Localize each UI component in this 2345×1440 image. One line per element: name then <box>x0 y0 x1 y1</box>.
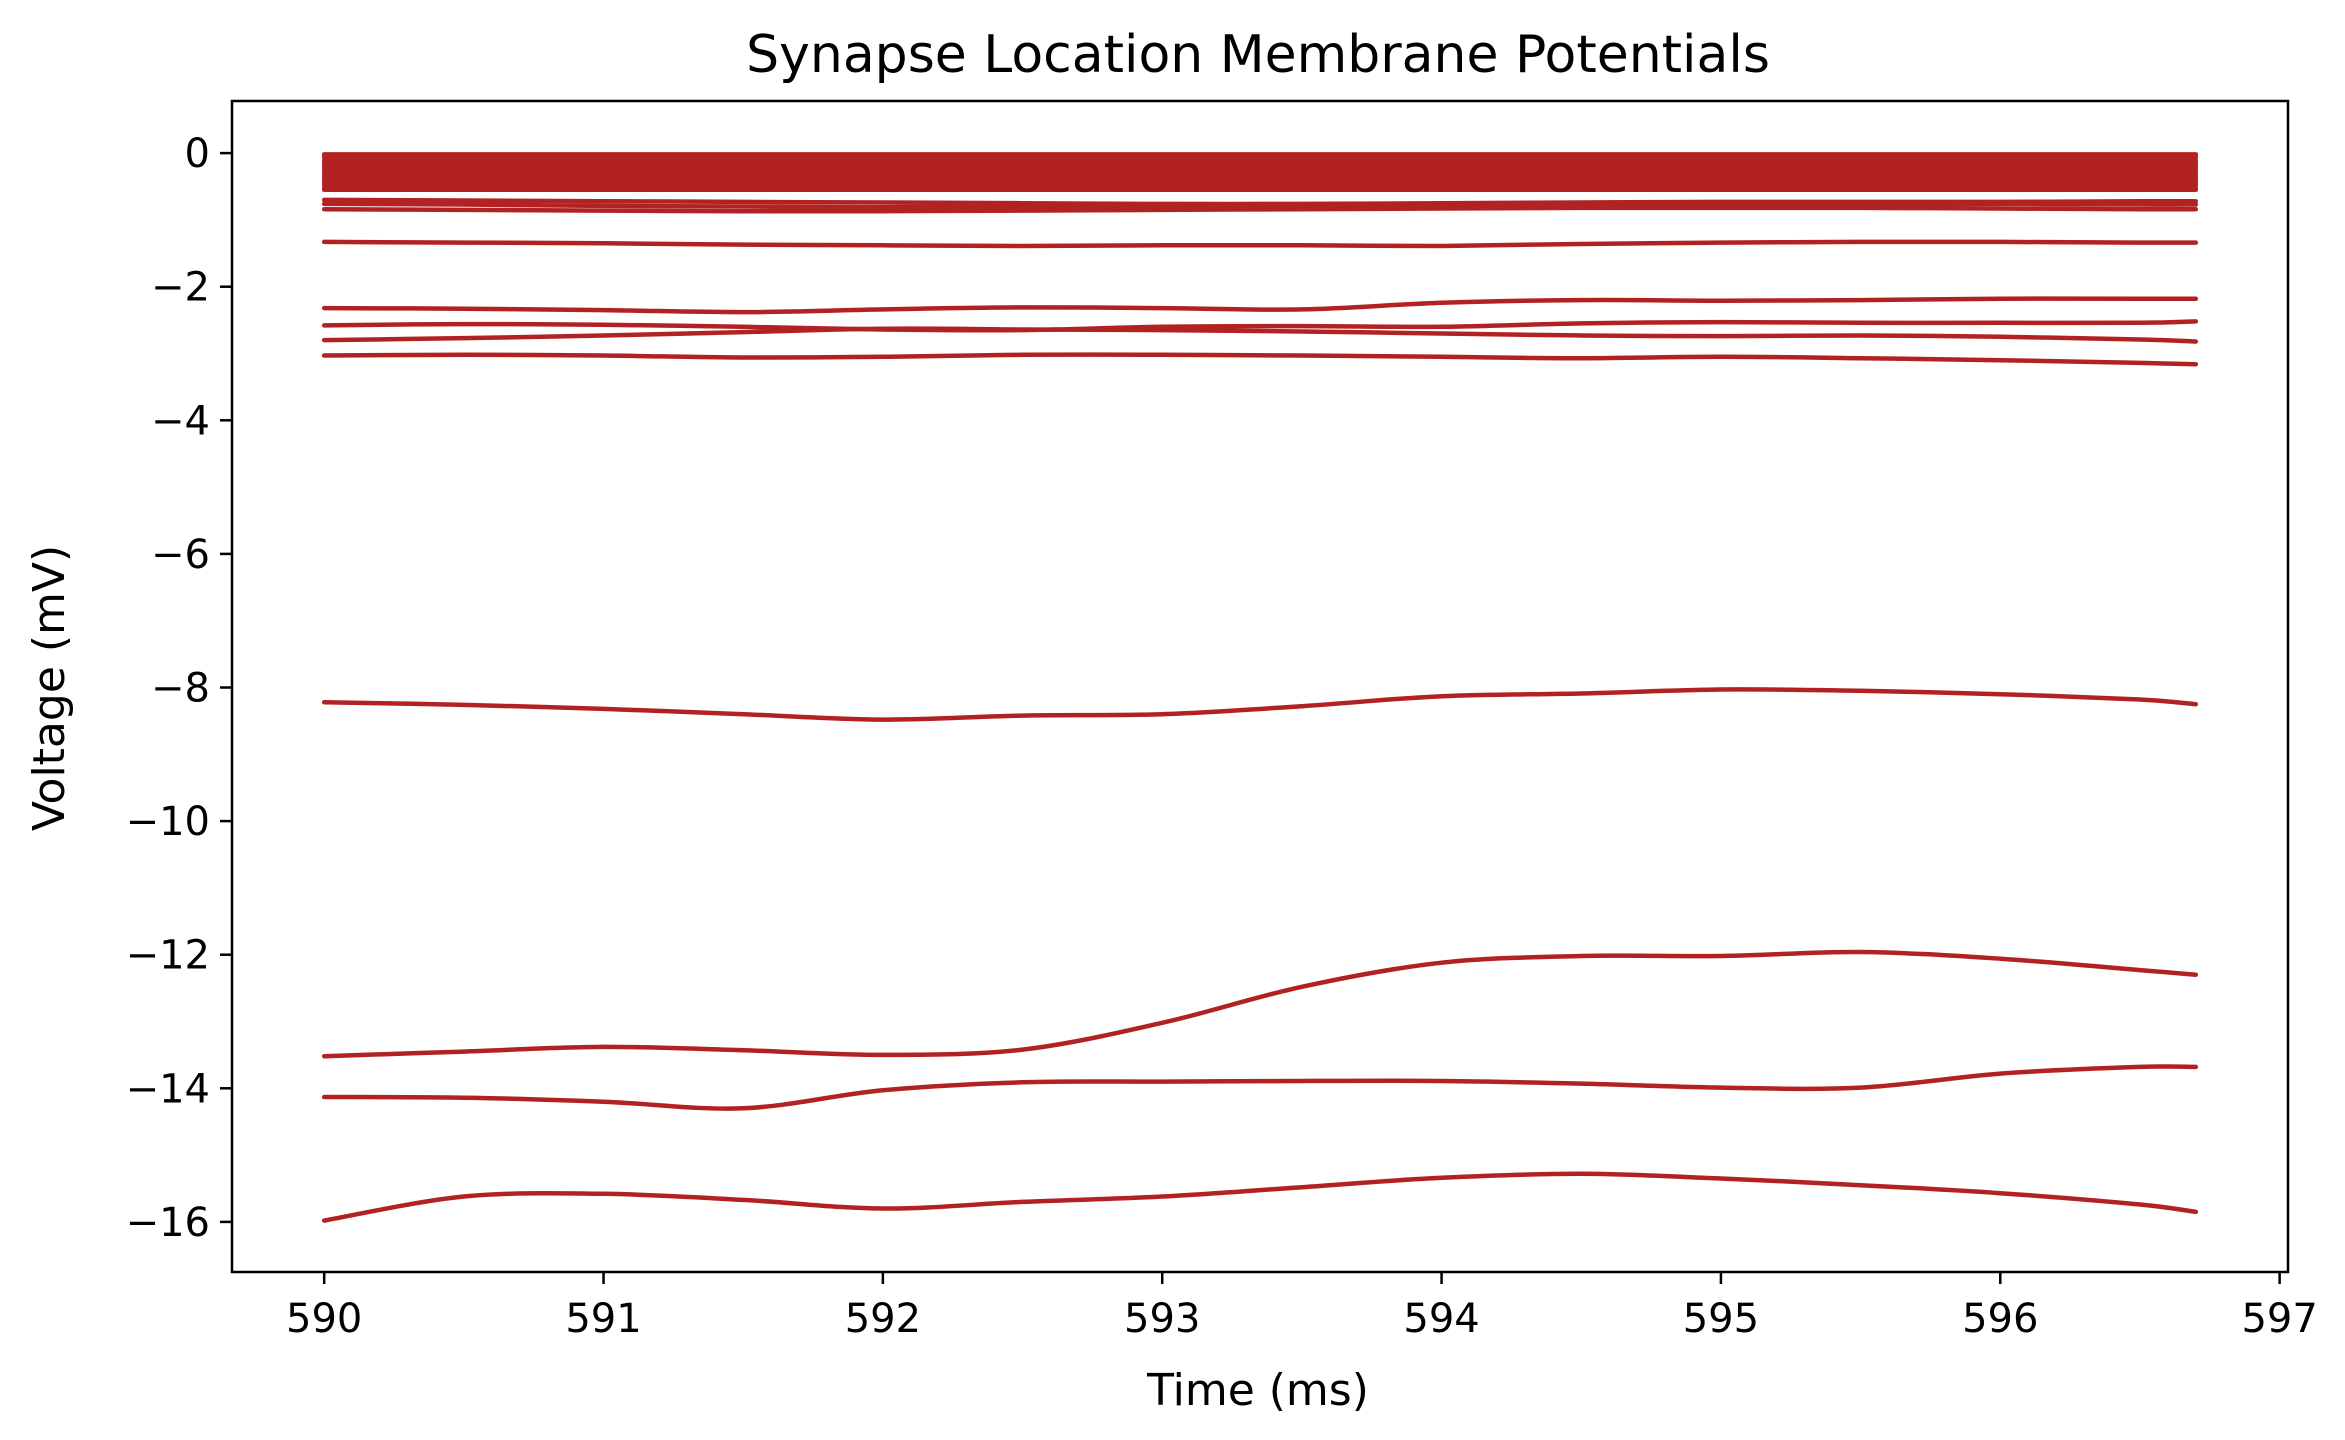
x-axis-label: Time (ms) <box>1146 1365 1369 1416</box>
x-tick-label: 593 <box>1124 1296 1200 1342</box>
x-tick-label: 597 <box>2241 1296 2317 1342</box>
chart-title: Synapse Location Membrane Potentials <box>746 25 1770 85</box>
y-tick-label: −10 <box>126 799 210 845</box>
y-tick-label: −6 <box>151 532 210 578</box>
y-tick-label: −8 <box>151 666 210 712</box>
x-tick-label: 590 <box>286 1296 362 1342</box>
y-tick-label: 0 <box>185 131 210 177</box>
y-tick-label: −4 <box>151 398 210 444</box>
y-axis-label: Voltage (mV) <box>24 545 75 831</box>
y-tick-label: −12 <box>126 933 210 979</box>
x-tick-label: 591 <box>565 1296 641 1342</box>
x-tick-label: 594 <box>1403 1296 1479 1342</box>
x-tick-label: 592 <box>845 1296 921 1342</box>
x-tick-label: 595 <box>1683 1296 1759 1342</box>
x-tick-label: 596 <box>1962 1296 2038 1342</box>
y-tick-label: −2 <box>151 265 210 311</box>
y-tick-label: −14 <box>126 1066 210 1112</box>
y-tick-label: −16 <box>126 1200 210 1246</box>
